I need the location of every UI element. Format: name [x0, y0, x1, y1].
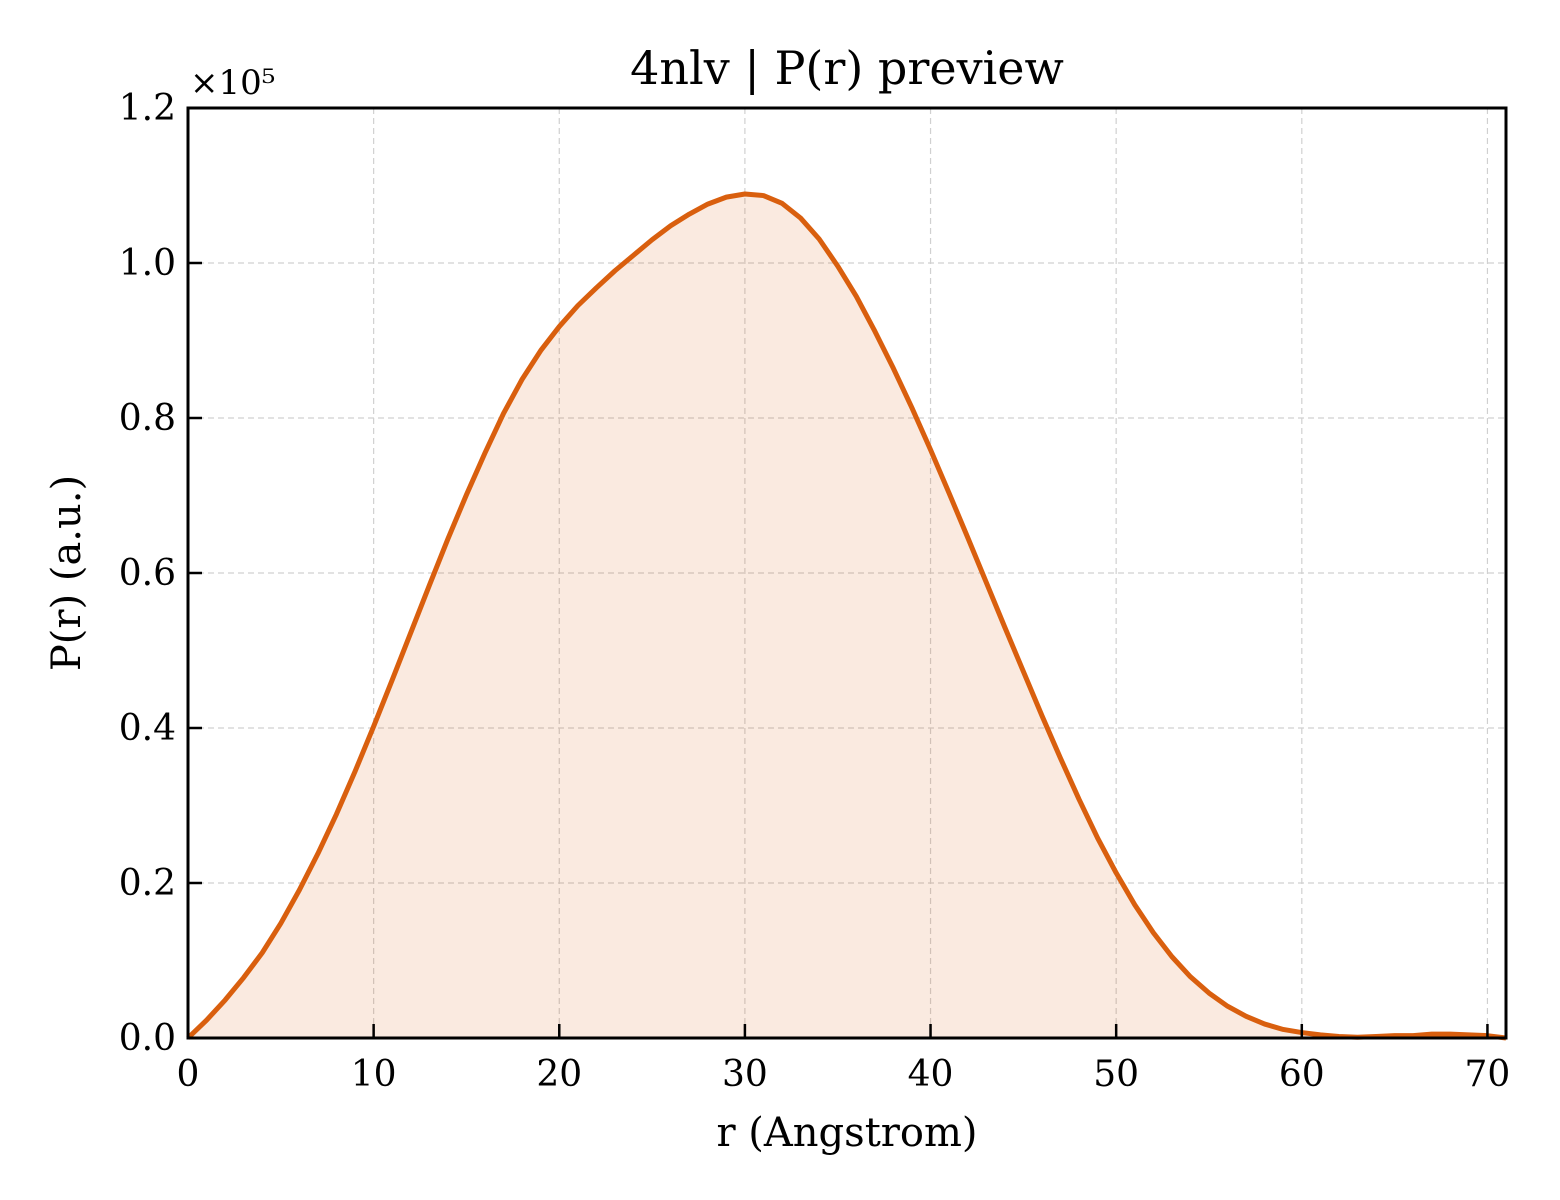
pr-area-fill	[188, 194, 1506, 1038]
y-tick-label: 1.0	[119, 243, 176, 284]
y-tick-label: 1.2	[119, 88, 176, 129]
y-scale-exponent: ×10⁵	[190, 63, 275, 103]
x-tick-label: 0	[177, 1054, 200, 1095]
x-tick-label: 40	[908, 1054, 954, 1095]
y-tick-label: 0.8	[119, 398, 176, 439]
x-tick-label: 30	[722, 1054, 768, 1095]
chart-title: 4nlv | P(r) preview	[630, 41, 1064, 95]
x-tick-label: 20	[536, 1054, 582, 1095]
y-tick-label: 0.0	[119, 1018, 176, 1059]
x-tick-label: 10	[351, 1054, 397, 1095]
x-tick-label: 60	[1279, 1054, 1325, 1095]
x-tick-label: 50	[1093, 1054, 1139, 1095]
grid-layer	[188, 108, 1506, 1038]
y-tick-label: 0.6	[119, 553, 176, 594]
y-tick-label: 0.4	[119, 708, 176, 749]
x-tick-label: 70	[1465, 1054, 1511, 1095]
y-tick-label: 0.2	[119, 863, 176, 904]
pr-curve-line	[186, 191, 1507, 1041]
tick-layer: 0 10 20 30 40 50 60 70 0.0 0.2 0.4 0.6 0.8 1.0 1.2	[119, 88, 1511, 1095]
x-axis-title: r (Angstrom)	[716, 1110, 977, 1156]
y-axis-title: P(r) (a.u.)	[44, 475, 90, 671]
